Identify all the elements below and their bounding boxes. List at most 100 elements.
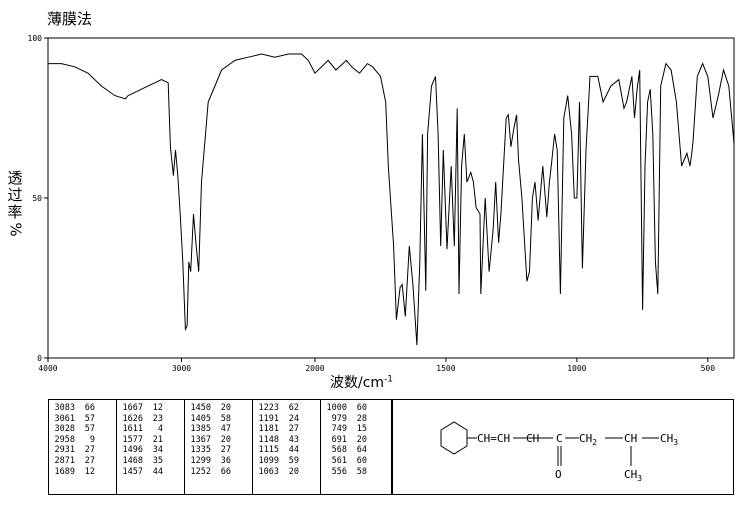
peak-column: 1450 20 1405 58 1385 47 1367 20 1335 27 1299 36 1252… <box>189 403 231 477</box>
ir-spectrum-chart: 4000 3000 2000 1500 1000 500 0 50 100 <box>28 34 735 373</box>
spectrum-trace <box>48 53 735 346</box>
chart-title: 薄膜法 <box>47 10 93 28</box>
y-axis-label-char: 过 <box>7 186 23 204</box>
peak-transmittance: 66 <box>220 466 231 477</box>
peak-row: 556 58 <box>325 467 367 478</box>
peak-row: 1367 20 <box>189 435 231 446</box>
peak-row: 1577 21 <box>121 435 163 446</box>
peak-wavenumber: 1191 <box>258 413 279 424</box>
peak-row: 1689 12 <box>53 467 95 478</box>
peak-transmittance: 4 <box>157 424 163 435</box>
peak-row: 1223 62 <box>257 403 299 414</box>
y-tick-label: 100 <box>28 34 43 43</box>
x-tick-label: 3000 <box>172 364 191 373</box>
peak-transmittance: 12 <box>84 466 95 477</box>
peak-row: 1405 58 <box>189 414 231 425</box>
peak-transmittance: 9 <box>89 434 95 445</box>
peak-transmittance: 47 <box>220 424 231 435</box>
peak-transmittance: 12 <box>152 403 163 413</box>
peak-wavenumber: 1063 <box>258 466 279 477</box>
peak-row: 2958 9 <box>53 435 95 446</box>
axis-ticks: 4000 3000 2000 1500 1000 500 0 50 100 <box>28 34 716 373</box>
methine-group: CH <box>624 432 637 445</box>
peak-transmittance: 60 <box>356 403 367 413</box>
peak-row: 1457 44 <box>121 467 163 478</box>
peak-row: 1063 20 <box>257 467 299 478</box>
peak-wavenumber: 1457 <box>122 466 143 477</box>
y-axis-label-char: 透 <box>7 169 23 187</box>
peak-column: 3083 66 3061 57 3028 57 2958 9 2931 27 2871 27 1689 1… <box>53 403 95 477</box>
peak-row: 2871 27 <box>53 456 95 467</box>
x-axis-label: 波数/cm-1 <box>330 372 393 392</box>
peak-row: 568 64 <box>325 445 367 456</box>
peak-wavenumber: 1148 <box>258 434 279 445</box>
vinyl-ch: CH <box>526 432 539 445</box>
x-tick-label: 1000 <box>567 364 586 373</box>
peak-transmittance: 27 <box>84 445 95 456</box>
peak-row: 561 60 <box>325 456 367 467</box>
peak-transmittance: 58 <box>220 413 231 424</box>
peak-transmittance: 27 <box>288 424 299 435</box>
peak-wavenumber: 1223 <box>258 403 279 413</box>
y-axis-label-char: 率 <box>7 203 23 221</box>
column-divider <box>116 400 117 494</box>
peak-transmittance: 62 <box>288 403 299 413</box>
peak-row: 1496 34 <box>121 445 163 456</box>
peak-wavenumber: 691 <box>331 434 347 445</box>
peak-wavenumber: 1115 <box>258 445 279 456</box>
peak-row: 1385 47 <box>189 424 231 435</box>
x-tick-label: 4000 <box>38 364 57 373</box>
column-divider <box>320 400 321 494</box>
peak-transmittance: 60 <box>356 455 367 466</box>
peak-row: 1468 35 <box>121 456 163 467</box>
peak-row: 3061 57 <box>53 414 95 425</box>
x-tick-label: 2000 <box>305 364 324 373</box>
peak-wavenumber: 1450 <box>190 403 211 413</box>
x-tick-label: 500 <box>701 364 716 373</box>
peak-wavenumber: 2958 <box>54 434 75 445</box>
structure-drawing: CH=CH C CH CH2 CH CH3 O CH3 <box>440 421 678 483</box>
x-axis-label-text: 波数/cm <box>330 375 385 391</box>
x-tick-label: 1500 <box>436 364 455 373</box>
peak-wavenumber: 2871 <box>54 455 75 466</box>
peak-transmittance: 57 <box>84 424 95 435</box>
peak-wavenumber: 1611 <box>122 424 143 435</box>
peak-wavenumber: 1385 <box>190 424 211 435</box>
peak-wavenumber: 1367 <box>190 434 211 445</box>
peak-transmittance: 23 <box>152 413 163 424</box>
peak-transmittance: 15 <box>356 424 367 435</box>
peak-wavenumber: 1626 <box>122 413 143 424</box>
peak-row: 979 28 <box>325 414 367 425</box>
peak-wavenumber: 1252 <box>190 466 211 477</box>
column-divider <box>184 400 185 494</box>
oxygen-atom: O <box>555 468 562 481</box>
peak-row: 749 15 <box>325 424 367 435</box>
peak-transmittance: 44 <box>288 445 299 456</box>
peak-wavenumber: 3083 <box>54 403 75 413</box>
peak-transmittance: 43 <box>288 434 299 445</box>
peak-wavenumber: 1181 <box>258 424 279 435</box>
peak-wavenumber: 568 <box>331 445 347 456</box>
x-axis-label-exponent: -1 <box>384 374 394 385</box>
peak-wavenumber: 979 <box>331 413 347 424</box>
peak-transmittance: 20 <box>220 434 231 445</box>
peak-wavenumber: 1577 <box>122 434 143 445</box>
peak-wavenumber: 561 <box>331 455 347 466</box>
peak-wavenumber: 1496 <box>122 445 143 456</box>
peak-transmittance: 21 <box>152 434 163 445</box>
peak-transmittance: 57 <box>84 413 95 424</box>
peak-wavenumber: 1468 <box>122 455 143 466</box>
peak-row: 1148 43 <box>257 435 299 446</box>
methyl-right: CH3 <box>660 432 678 447</box>
y-axis-label: 透 过 率 % <box>4 170 26 238</box>
peak-row: 1667 12 <box>121 403 163 414</box>
peak-row: 3083 66 <box>53 403 95 414</box>
peak-transmittance: 44 <box>152 466 163 477</box>
peak-wavenumber: 3061 <box>54 413 75 424</box>
peak-row: 1626 23 <box>121 414 163 425</box>
peak-transmittance: 20 <box>356 434 367 445</box>
peak-row: 1191 24 <box>257 414 299 425</box>
peak-transmittance: 59 <box>288 455 299 466</box>
peak-row: 1299 36 <box>189 456 231 467</box>
methyl-bottom: CH3 <box>624 468 642 483</box>
